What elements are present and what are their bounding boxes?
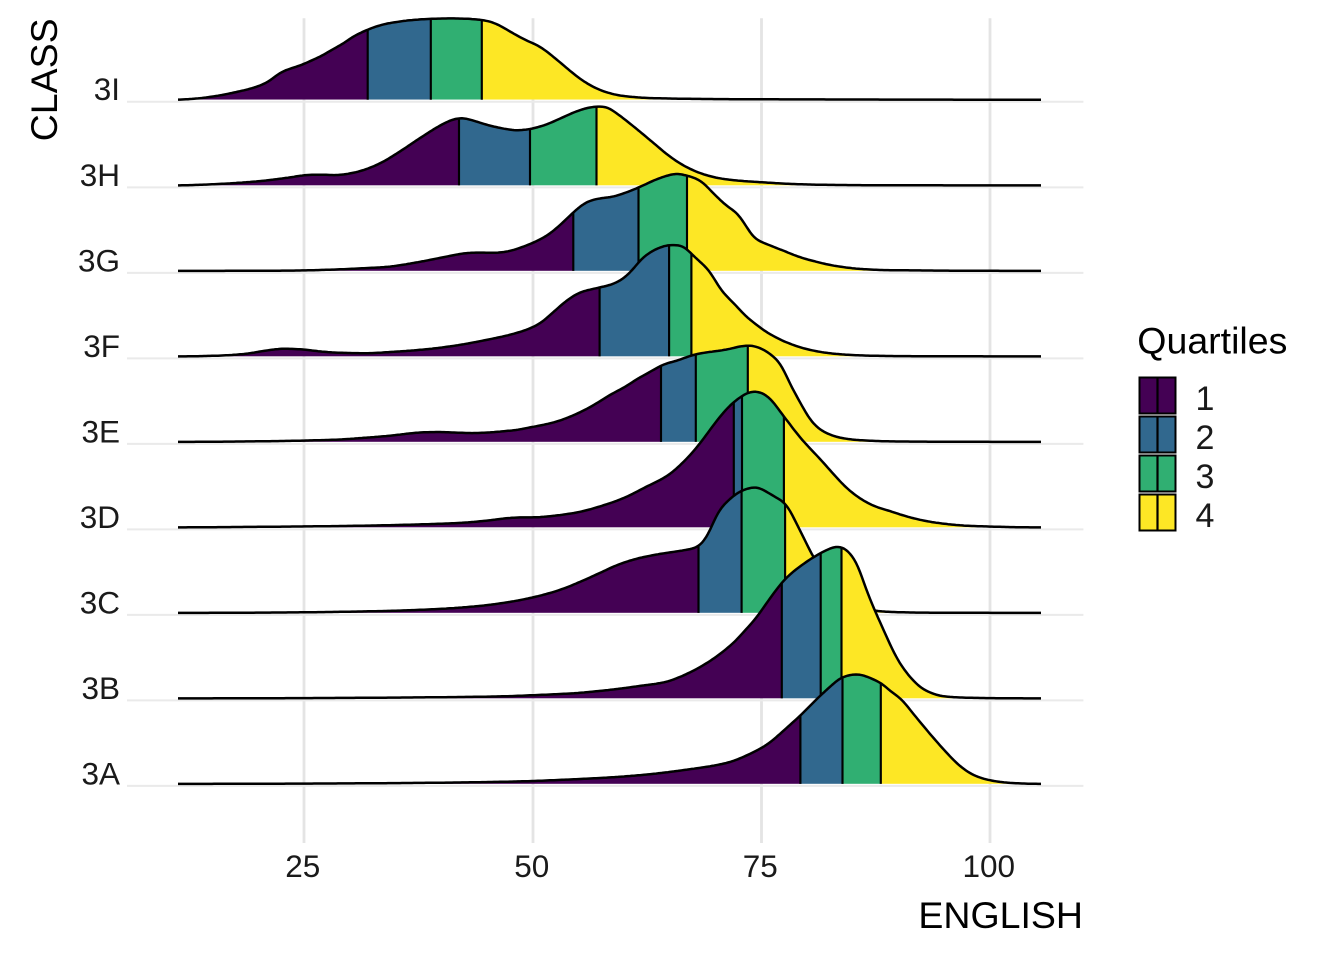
svg-text:Quartiles: Quartiles <box>1137 320 1287 362</box>
svg-text:3E: 3E <box>81 413 120 449</box>
svg-text:50: 50 <box>514 848 549 884</box>
svg-text:25: 25 <box>285 848 320 884</box>
svg-text:ENGLISH: ENGLISH <box>918 894 1083 936</box>
svg-text:3H: 3H <box>80 157 120 193</box>
svg-text:3D: 3D <box>80 499 120 535</box>
svg-text:3F: 3F <box>83 328 120 364</box>
svg-text:3G: 3G <box>78 242 120 278</box>
svg-text:3A: 3A <box>81 755 120 791</box>
svg-text:CLASS: CLASS <box>23 18 65 141</box>
svg-text:3: 3 <box>1196 458 1215 496</box>
svg-text:3B: 3B <box>81 670 120 706</box>
svg-text:100: 100 <box>963 848 1016 884</box>
svg-text:2: 2 <box>1196 419 1215 457</box>
svg-text:4: 4 <box>1196 497 1215 535</box>
svg-text:3C: 3C <box>80 584 120 620</box>
svg-text:1: 1 <box>1196 380 1215 418</box>
svg-text:75: 75 <box>743 848 778 884</box>
svg-text:3I: 3I <box>94 71 120 107</box>
